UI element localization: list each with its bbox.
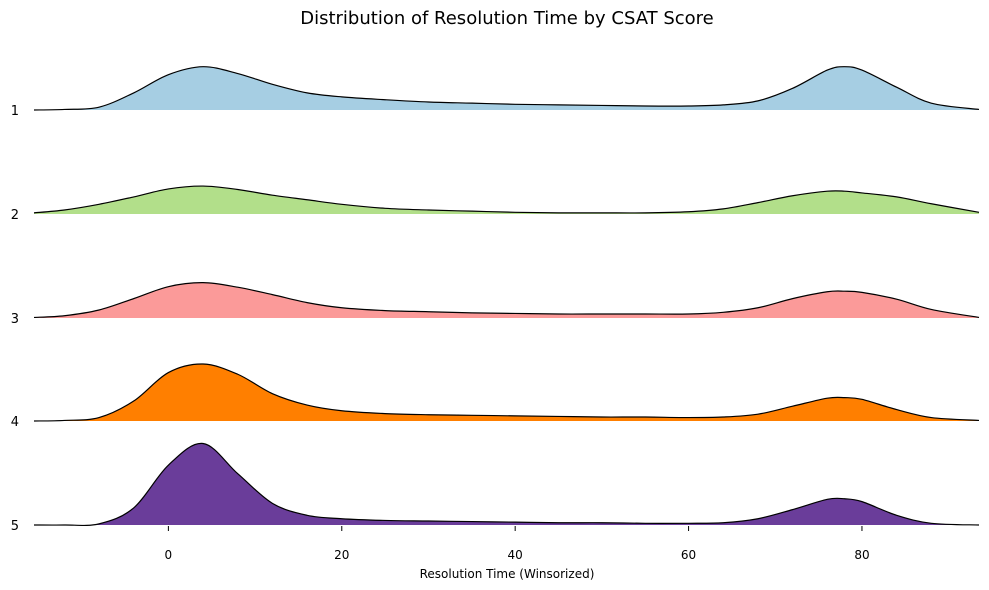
row-label-2: 2 [11,208,19,223]
x-tick-label-20: 20 [334,548,349,562]
ridge-area-5 [34,443,979,526]
ridge-area-2 [34,186,979,214]
ridge-outline-1 [33,66,980,111]
ridge-outline-2 [33,185,980,214]
ridge-outline-4 [33,363,980,422]
row-label-1: 1 [11,104,19,119]
x-tick-label-0: 0 [165,548,173,562]
x-axis-label: Resolution Time (Winsorized) [420,567,595,581]
row-label-4: 4 [11,415,19,430]
x-tick-label-40: 40 [508,548,523,562]
x-tick-label-80: 80 [854,548,869,562]
ridge-outline-5 [33,442,980,527]
x-tick-label-60: 60 [681,548,696,562]
row-label-5: 5 [11,519,19,534]
ridge-area-3 [34,282,979,318]
ridge-area-4 [34,363,979,421]
ridges-layer [33,66,980,527]
row-label-3: 3 [11,312,19,327]
x-axis: 0 20 40 60 80 [165,526,870,562]
ridge-outline-3 [33,282,980,319]
chart-title: Distribution of Resolution Time by CSAT … [300,8,714,29]
row-labels-layer: 1 2 3 4 5 [11,104,19,534]
ridge-area-1 [34,66,979,110]
